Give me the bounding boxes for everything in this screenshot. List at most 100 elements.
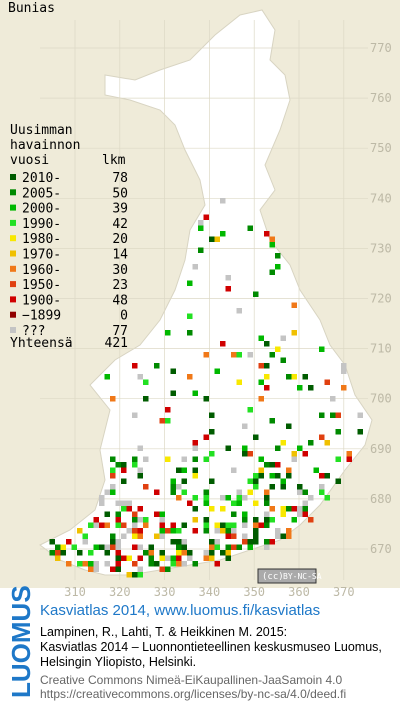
occurrence-square <box>209 550 215 556</box>
occurrence-square <box>269 517 275 523</box>
occurrence-square <box>209 429 215 435</box>
occurrence-square <box>115 555 121 561</box>
legend-swatch <box>10 296 16 303</box>
occurrence-square <box>280 478 286 484</box>
occurrence-square <box>187 280 193 286</box>
occurrence-square <box>242 533 248 539</box>
legend-swatch <box>10 311 16 318</box>
occurrence-square <box>110 484 116 490</box>
occurrence-square <box>247 451 253 457</box>
occurrence-square <box>159 418 165 424</box>
occurrence-square <box>143 522 149 528</box>
occurrence-square <box>253 478 259 484</box>
occurrence-square <box>170 528 176 534</box>
license-badge-text: BY-NC-SA <box>283 572 322 581</box>
occurrence-square <box>264 489 270 495</box>
occurrence-square <box>258 396 264 402</box>
legend-label: ??? <box>22 324 45 339</box>
legend-swatch <box>10 219 16 226</box>
legend-heading: vuosi <box>10 153 49 168</box>
occurrence-square <box>209 544 215 550</box>
occurrence-square <box>137 566 143 572</box>
occurrence-square <box>209 506 215 512</box>
easting-label: 370 <box>333 585 355 599</box>
occurrence-square <box>115 462 121 468</box>
occurrence-square <box>137 533 143 539</box>
occurrence-square <box>203 489 209 495</box>
occurrence-square <box>77 561 83 567</box>
occurrence-square <box>132 528 138 534</box>
occurrence-square <box>104 511 110 517</box>
northing-label: 670 <box>370 542 392 556</box>
legend-label: 2000- <box>22 202 61 217</box>
occurrence-square <box>170 390 176 396</box>
occurrence-square <box>148 561 154 567</box>
occurrence-square <box>297 511 303 517</box>
occurrence-square <box>93 544 99 550</box>
occurrence-square <box>264 517 270 523</box>
occurrence-square <box>302 489 308 495</box>
occurrence-square <box>253 539 259 545</box>
occurrence-square <box>192 517 198 523</box>
occurrence-square <box>214 368 220 374</box>
occurrence-square <box>99 495 105 501</box>
occurrence-square <box>66 539 72 545</box>
license: https://creativecommons.org/licenses/by-… <box>40 687 346 701</box>
occurrence-square <box>159 528 165 534</box>
occurrence-square <box>192 467 198 473</box>
occurrence-square <box>154 511 160 517</box>
legend-count: 0 <box>120 309 128 324</box>
occurrence-square <box>269 242 275 248</box>
occurrence-square <box>264 341 270 347</box>
occurrence-square <box>181 489 187 495</box>
occurrence-square <box>302 511 308 517</box>
occurrence-square <box>154 561 160 567</box>
occurrence-square <box>231 467 237 473</box>
northing-label: 760 <box>370 91 392 105</box>
occurrence-square <box>165 418 171 424</box>
occurrence-square <box>275 346 281 352</box>
occurrence-square <box>308 385 314 391</box>
occurrence-square <box>209 539 215 545</box>
occurrence-square <box>121 533 127 539</box>
occurrence-square <box>225 555 231 561</box>
occurrence-square <box>88 566 94 572</box>
license-badge <box>257 568 317 584</box>
occurrence-square <box>115 511 121 517</box>
occurrence-square <box>66 561 72 567</box>
occurrence-square <box>115 517 121 523</box>
occurrence-square <box>302 374 308 380</box>
legend-label: −1899 <box>22 309 61 324</box>
easting-label: 330 <box>154 585 176 599</box>
occurrence-square <box>192 506 198 512</box>
northing-label: 730 <box>370 241 392 255</box>
occurrence-square <box>220 528 226 534</box>
occurrence-square <box>192 440 198 446</box>
occurrence-square <box>209 451 215 457</box>
occurrence-square <box>242 511 248 517</box>
occurrence-square <box>247 539 253 545</box>
occurrence-square <box>220 341 226 347</box>
occurrence-square <box>225 495 231 501</box>
occurrence-square <box>247 225 253 231</box>
occurrence-square <box>60 544 66 550</box>
occurrence-square <box>159 522 165 528</box>
occurrence-square <box>324 440 330 446</box>
occurrence-square <box>286 374 292 380</box>
occurrence-square <box>143 456 149 462</box>
occurrence-square <box>264 363 270 369</box>
occurrence-square <box>214 539 220 545</box>
occurrence-square <box>126 500 132 506</box>
occurrence-square <box>247 544 253 550</box>
occurrence-square <box>286 533 292 539</box>
occurrence-square <box>115 522 121 528</box>
legend-label: 2010- <box>22 171 61 186</box>
occurrence-square <box>324 379 330 385</box>
occurrence-square <box>231 522 237 528</box>
occurrence-square <box>269 269 275 275</box>
occurrence-square <box>236 489 242 495</box>
occurrence-square <box>126 572 132 578</box>
occurrence-square <box>264 539 270 545</box>
footer-title: Kasviatlas 2014, www.luomus.fi/kasviatla… <box>40 602 320 619</box>
